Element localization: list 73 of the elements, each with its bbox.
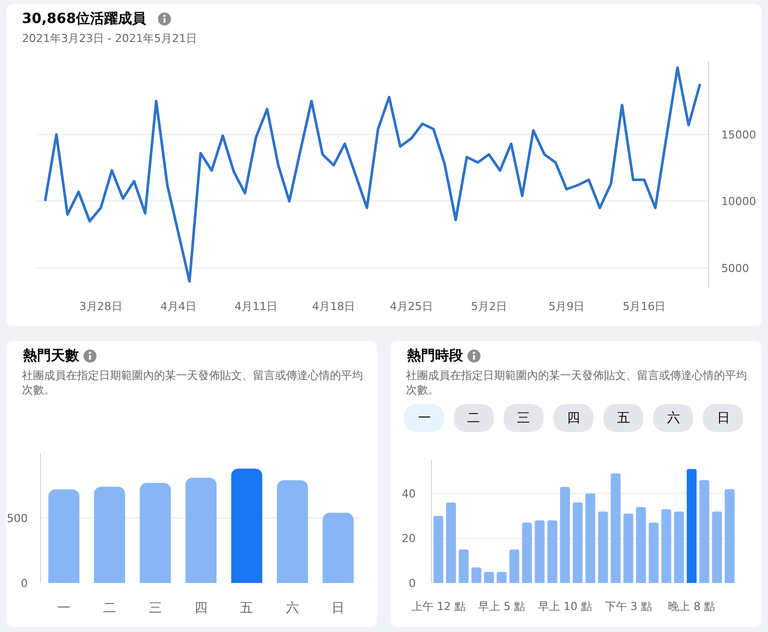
bar	[185, 478, 217, 583]
bar	[446, 502, 456, 583]
y-tick-label: 0	[20, 576, 28, 590]
tab: 五	[603, 404, 644, 432]
bar	[560, 486, 570, 583]
chart-title: 熱門時段	[406, 348, 464, 364]
x-tick-label: 早上 10 點	[538, 600, 592, 613]
x-tick-label: 3月28日	[79, 300, 122, 313]
x-tick-label: 5月2日	[470, 300, 507, 313]
x-tick-label: 一	[57, 601, 70, 616]
x-tick-label: 日	[332, 601, 345, 616]
line-series	[44, 66, 701, 283]
x-tick-label: 三	[148, 601, 162, 616]
y-tick-label: 0	[408, 576, 416, 590]
bar	[433, 516, 444, 583]
bar	[712, 511, 722, 583]
bar	[610, 473, 621, 583]
bar	[661, 509, 672, 583]
bar	[686, 468, 697, 583]
bar	[322, 512, 354, 583]
chart-subtitle: 社團成員在指定日期範圍內的某一天發佈貼文、留言或傳達心情的平均次數。	[22, 369, 363, 396]
bar	[534, 520, 545, 583]
bar	[471, 567, 482, 583]
bar	[598, 511, 608, 583]
x-tick-label: 早上 5 點	[478, 600, 526, 613]
x-tick-label: 二	[103, 601, 116, 616]
bar	[522, 522, 532, 583]
x-tick-label: 4月25日	[390, 300, 433, 313]
bar	[674, 511, 684, 583]
x-tick-label: 4月18日	[312, 300, 356, 313]
bar	[699, 480, 710, 583]
bar	[648, 522, 659, 583]
bar	[509, 549, 520, 583]
x-tick-label: 5月16日	[622, 300, 666, 313]
x-tick-label: 上午 12 點	[411, 600, 466, 613]
bar	[140, 482, 171, 583]
bar	[276, 480, 308, 583]
y-tick-label: 10000	[721, 195, 756, 208]
bar	[547, 520, 558, 583]
bar	[636, 506, 646, 583]
y-tick-label: 500	[6, 512, 28, 525]
bar	[724, 489, 735, 583]
tab: 六	[653, 404, 694, 432]
chart-title: 熱門天數	[22, 348, 80, 364]
x-tick-label: 4月4日	[160, 300, 196, 313]
tab: 三	[504, 404, 544, 432]
y-tick-label: 5000	[721, 262, 750, 275]
bar	[231, 468, 262, 583]
y-tick-label: 15000	[721, 128, 756, 142]
tab: 一	[404, 404, 444, 432]
x-tick-label: 四	[194, 601, 208, 616]
x-tick-label: 晚上 8 點	[668, 600, 716, 613]
x-tick-label: 4月11日	[234, 300, 278, 313]
x-tick-label: 五	[240, 601, 254, 616]
bar	[458, 549, 469, 583]
bar	[48, 489, 80, 583]
bar	[572, 502, 583, 583]
x-tick-label: 六	[286, 601, 299, 616]
chart-subtitle: 2021年3月23日 - 2021年5月21日	[22, 32, 197, 45]
bar	[496, 572, 507, 583]
y-tick-label: 40	[402, 487, 416, 500]
x-tick-label: 5月9日	[548, 300, 585, 313]
bar	[623, 514, 634, 583]
chart-title: 30,868位活躍成員	[22, 11, 148, 27]
tab: 二	[454, 404, 494, 432]
chart-subtitle: 社團成員在指定日期範圍內的某一天發佈貼文、留言或傳達心情的平均次數。	[406, 369, 747, 396]
tab: 日	[703, 404, 743, 432]
bar	[94, 486, 126, 583]
y-tick-label: 20	[402, 532, 416, 546]
x-tick-label: 下午 3 點	[604, 600, 652, 613]
bar	[585, 494, 596, 583]
tab: 四	[554, 404, 594, 432]
bar	[484, 572, 494, 583]
